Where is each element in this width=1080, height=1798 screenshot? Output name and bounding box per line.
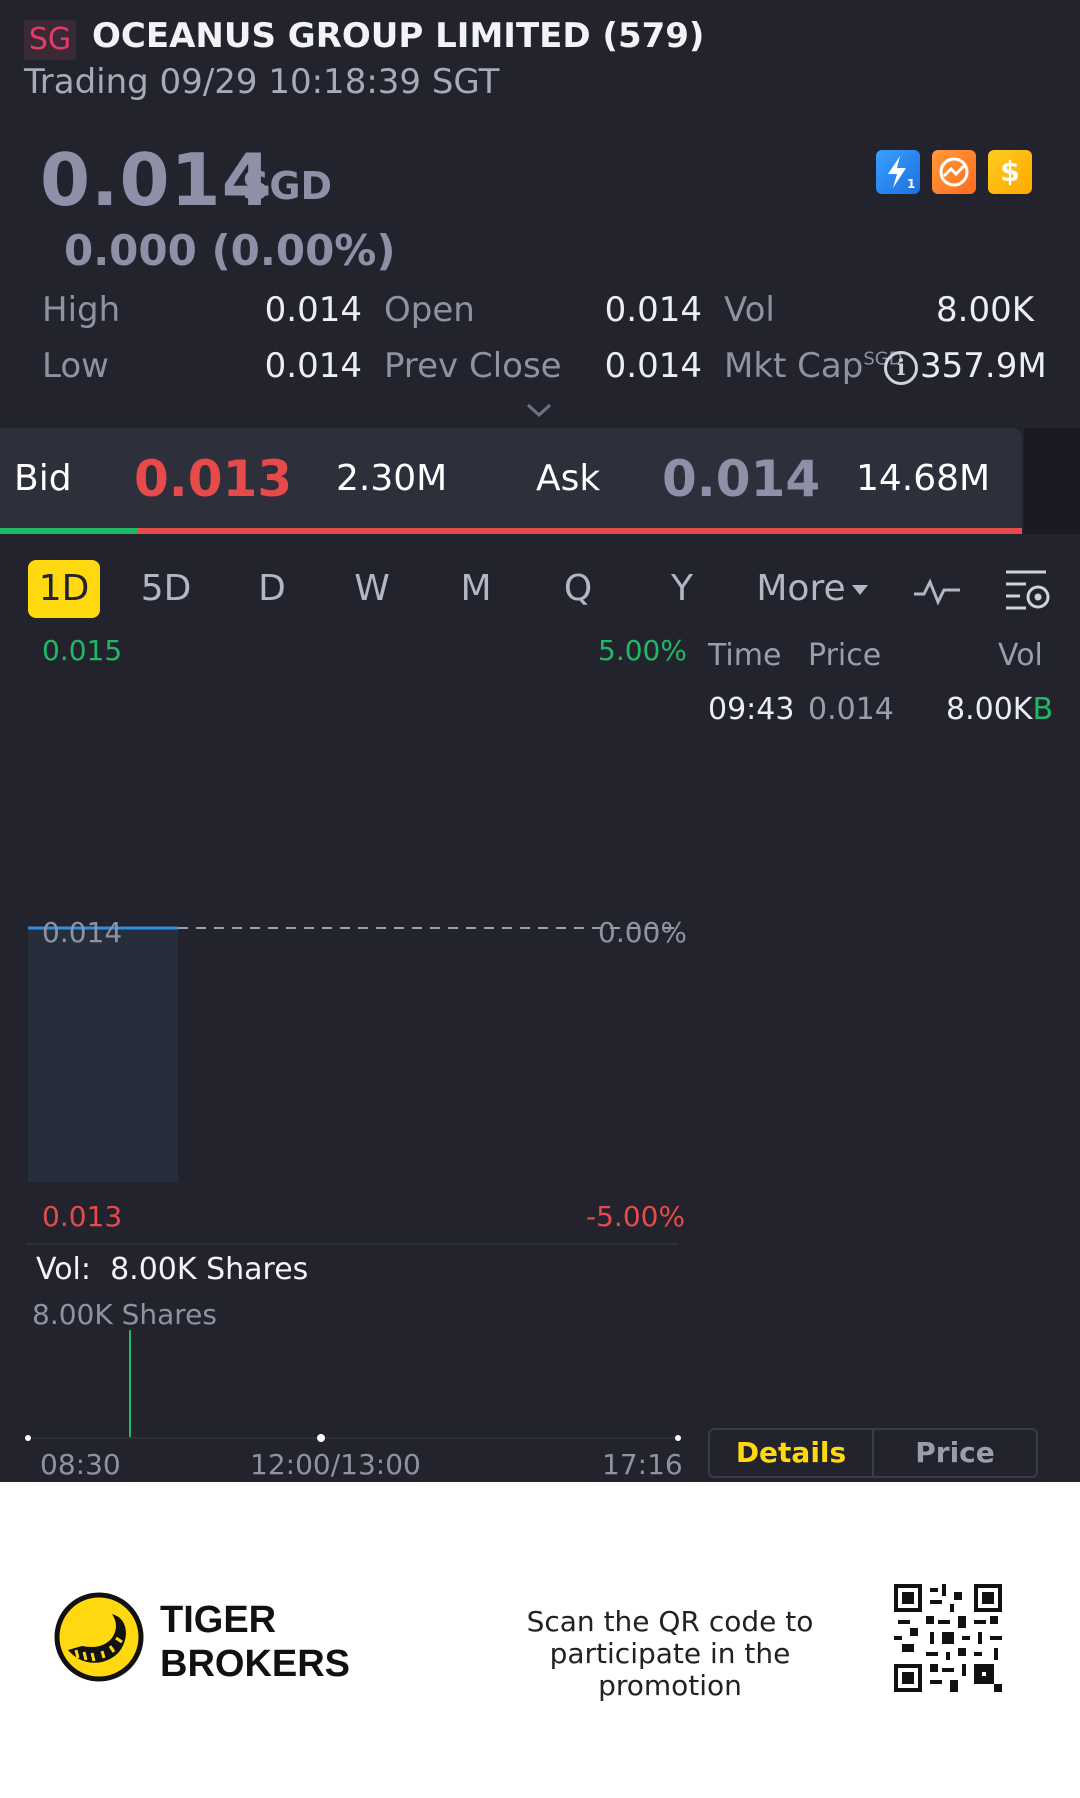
trades-header-vol: Vol: [998, 638, 1043, 673]
trades-header-time: Time: [708, 638, 782, 673]
exchange-icon[interactable]: [932, 150, 976, 194]
ask-size: 14.68M: [856, 458, 991, 499]
chart-settings-icon[interactable]: [1002, 564, 1052, 614]
trade-price: 0.014: [808, 692, 894, 727]
open-value: 0.014: [604, 290, 702, 330]
volume-readout: Vol: 8.00K Shares: [36, 1252, 309, 1287]
high-value: 0.014: [264, 290, 362, 330]
trade-vol: 8.00KB: [946, 692, 1054, 727]
tab-q[interactable]: Q: [563, 568, 593, 609]
trades-header-price: Price: [808, 638, 882, 673]
y-low-label: 0.013: [42, 1200, 123, 1233]
price-tab[interactable]: Price: [872, 1428, 1038, 1478]
details-tab[interactable]: Details: [708, 1428, 874, 1478]
y-mid-label: 0.014: [42, 916, 123, 949]
trading-status: Trading 09/29 10:18:39 SGT: [24, 62, 500, 102]
volume-axis-label: 8.00K Shares: [32, 1298, 217, 1331]
x-tick-mid: [317, 1434, 325, 1442]
price-change: 0.000 (0.00%): [64, 226, 396, 275]
tab-5d[interactable]: 5D: [140, 568, 192, 609]
y-mid-pct-label: 0.00%: [598, 916, 687, 949]
tiger-brokers-logo: [54, 1592, 144, 1682]
trade-side: B: [1032, 692, 1054, 727]
prev-close-label: Prev Close: [384, 346, 562, 386]
x-start-label: 08:30: [40, 1448, 121, 1481]
y-high-pct-label: 5.00%: [598, 634, 687, 667]
open-label: Open: [384, 290, 475, 330]
svg-text:1: 1: [907, 177, 915, 191]
indicator-icon[interactable]: [912, 570, 962, 610]
bid-price[interactable]: 0.013: [134, 450, 293, 508]
price-currency: SGD: [242, 164, 333, 208]
bid-ratio-bar: [0, 528, 138, 534]
app-screen: [0, 0, 1080, 1482]
high-label: High: [42, 290, 121, 330]
prev-close-value: 0.014: [604, 346, 702, 386]
stock-title: OCEANUS GROUP LIMITED (579): [92, 16, 705, 56]
info-icon[interactable]: i: [884, 350, 918, 385]
x-mid-label: 12:00/13:00: [250, 1448, 421, 1481]
x-tick-end: [675, 1435, 681, 1441]
dollar-icon[interactable]: $: [988, 150, 1032, 194]
intraday-chart[interactable]: [0, 630, 700, 1490]
ask-ratio-bar: [138, 528, 1022, 534]
tab-y[interactable]: Y: [671, 568, 693, 609]
promo-text: Scan the QR code to participate in the p…: [526, 1605, 814, 1702]
brand-name: TIGER BROKERS: [160, 1599, 351, 1685]
x-tick-start: [25, 1435, 31, 1441]
bid-ask-bar: [0, 428, 1022, 528]
flash-icon[interactable]: 1: [876, 150, 920, 194]
low-value: 0.014: [264, 346, 362, 386]
ask-label: Ask: [536, 458, 601, 499]
price-area-fill: [28, 928, 178, 1182]
tab-more[interactable]: More: [752, 560, 872, 618]
qr-code: [894, 1584, 1002, 1692]
tab-d[interactable]: D: [258, 568, 286, 609]
tab-w[interactable]: W: [354, 568, 390, 609]
y-high-label: 0.015: [42, 634, 123, 667]
tab-m[interactable]: M: [460, 568, 492, 609]
vol-label: Vol: [724, 290, 775, 330]
chevron-down-icon[interactable]: [524, 398, 554, 428]
chart-divider: [26, 1243, 678, 1245]
vol-value: 8.00K: [936, 290, 1034, 330]
mkt-cap-label: Mkt CapSGD: [724, 346, 903, 386]
trade-time: 09:43: [708, 692, 795, 727]
y-low-pct-label: -5.00%: [586, 1200, 686, 1233]
x-end-label: 17:16: [602, 1448, 683, 1481]
caret-down-icon: [851, 585, 868, 595]
ask-price[interactable]: 0.014: [662, 450, 821, 508]
bid-size: 2.30M: [336, 458, 448, 499]
mkt-cap-value: i 357.9M: [884, 346, 1047, 386]
market-badge: SG: [24, 20, 76, 60]
bid-label: Bid: [14, 458, 72, 499]
tab-1d[interactable]: 1D: [28, 560, 100, 618]
last-price: 0.014: [40, 138, 273, 222]
low-label: Low: [42, 346, 109, 386]
bid-ask-side-panel: [1024, 428, 1080, 534]
